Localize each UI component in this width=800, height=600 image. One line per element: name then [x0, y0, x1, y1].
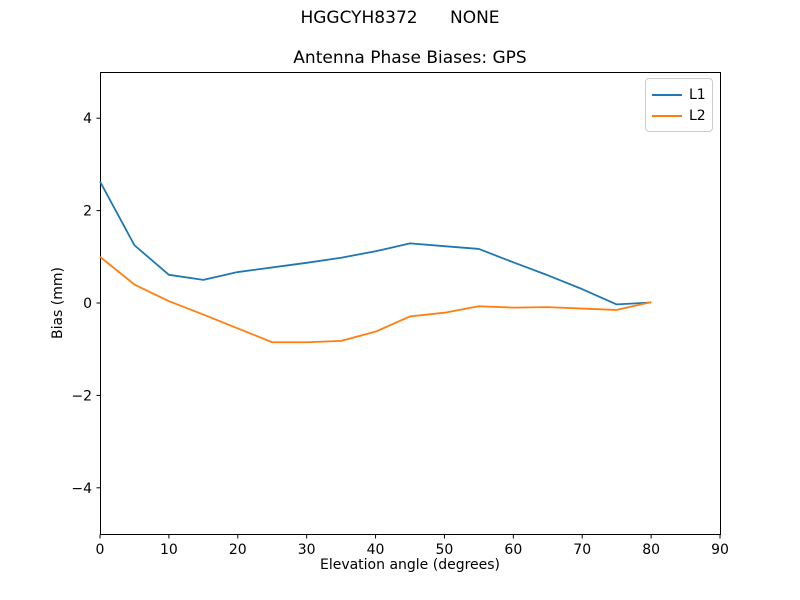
- y-tick-label: 2: [83, 204, 92, 220]
- y-tick-label: −2: [71, 388, 92, 404]
- series-line-l2: [99, 256, 652, 344]
- chart-title: Antenna Phase Biases: GPS: [293, 48, 527, 68]
- x-tick-label: 80: [642, 542, 660, 558]
- y-tick-label: 4: [83, 111, 92, 127]
- x-tick-label: 20: [229, 542, 247, 558]
- x-tick-label: 0: [96, 542, 105, 558]
- series-line-l1: [99, 181, 652, 306]
- x-tick-label: 30: [298, 542, 316, 558]
- legend-label-l2: L2: [689, 107, 706, 124]
- legend-label-l1: L1: [689, 86, 706, 103]
- y-axis: −4 −2 0 2 4: [71, 111, 101, 497]
- legend-entry-l2: L2: [652, 105, 706, 126]
- legend: L1 L2: [645, 78, 713, 132]
- legend-entry-l1: L1: [652, 84, 706, 105]
- legend-line-sample-l1: [652, 93, 682, 96]
- x-tick-label: 90: [711, 542, 729, 558]
- x-tick-label: 40: [367, 542, 385, 558]
- x-tick-label: 50: [436, 542, 454, 558]
- x-tick-label: 70: [573, 542, 591, 558]
- x-tick-label: 60: [504, 542, 522, 558]
- figure-suptitle: HGGCYH8372 NONE: [300, 8, 500, 28]
- y-tick-label: 0: [83, 296, 92, 312]
- legend-line-sample-l2: [652, 114, 682, 117]
- y-tick-label: −4: [71, 481, 92, 497]
- x-tick-label: 10: [160, 542, 178, 558]
- x-axis-label: Elevation angle (degrees): [319, 557, 501, 573]
- x-axis: 0 10 20 30 40 50 60 70 80 90: [96, 534, 729, 558]
